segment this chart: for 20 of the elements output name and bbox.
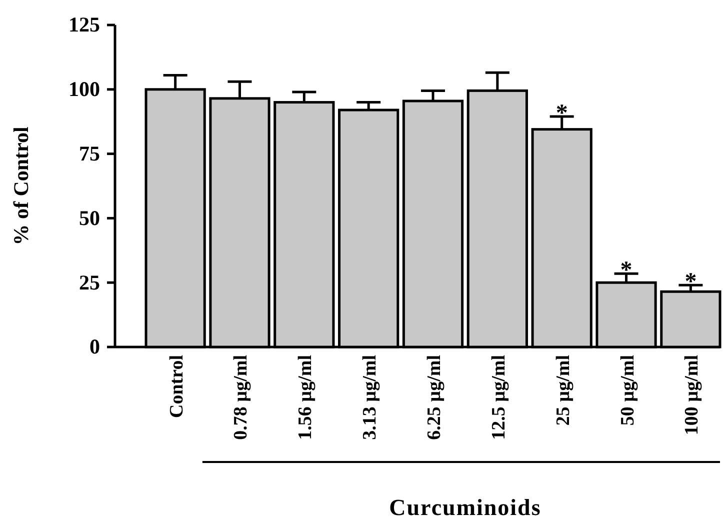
x-tick-label: 0.78 µg/ml bbox=[230, 355, 252, 440]
y-tick-label: 25 bbox=[79, 270, 100, 294]
x-tick-label: 100 µg/ml bbox=[682, 355, 703, 436]
x-tick-label: Control bbox=[166, 355, 188, 418]
y-tick-label: 50 bbox=[79, 206, 100, 230]
x-tick-label: 12.5 µg/ml bbox=[488, 355, 510, 440]
y-axis-title: % of Control bbox=[9, 126, 33, 246]
x-axis-title: Curcuminoids bbox=[389, 495, 542, 520]
y-tick-label: 75 bbox=[79, 142, 100, 166]
x-tick-label: 1.56 µg/ml bbox=[295, 355, 316, 440]
y-tick-label: 100 bbox=[68, 77, 100, 102]
annotation: * bbox=[684, 269, 697, 296]
annotation: * bbox=[620, 258, 632, 284]
x-tick-label: 25 µg/ml bbox=[552, 355, 574, 426]
y-tick-label: 0 bbox=[90, 334, 100, 359]
annotation: * bbox=[556, 100, 568, 126]
y-tick-label: 125 bbox=[68, 12, 100, 37]
x-tick-label: 6.25 µg/ml bbox=[424, 355, 445, 440]
x-tick-label: 3.13 µg/ml bbox=[360, 355, 381, 440]
x-tick-label: 50 µg/ml bbox=[617, 355, 638, 426]
